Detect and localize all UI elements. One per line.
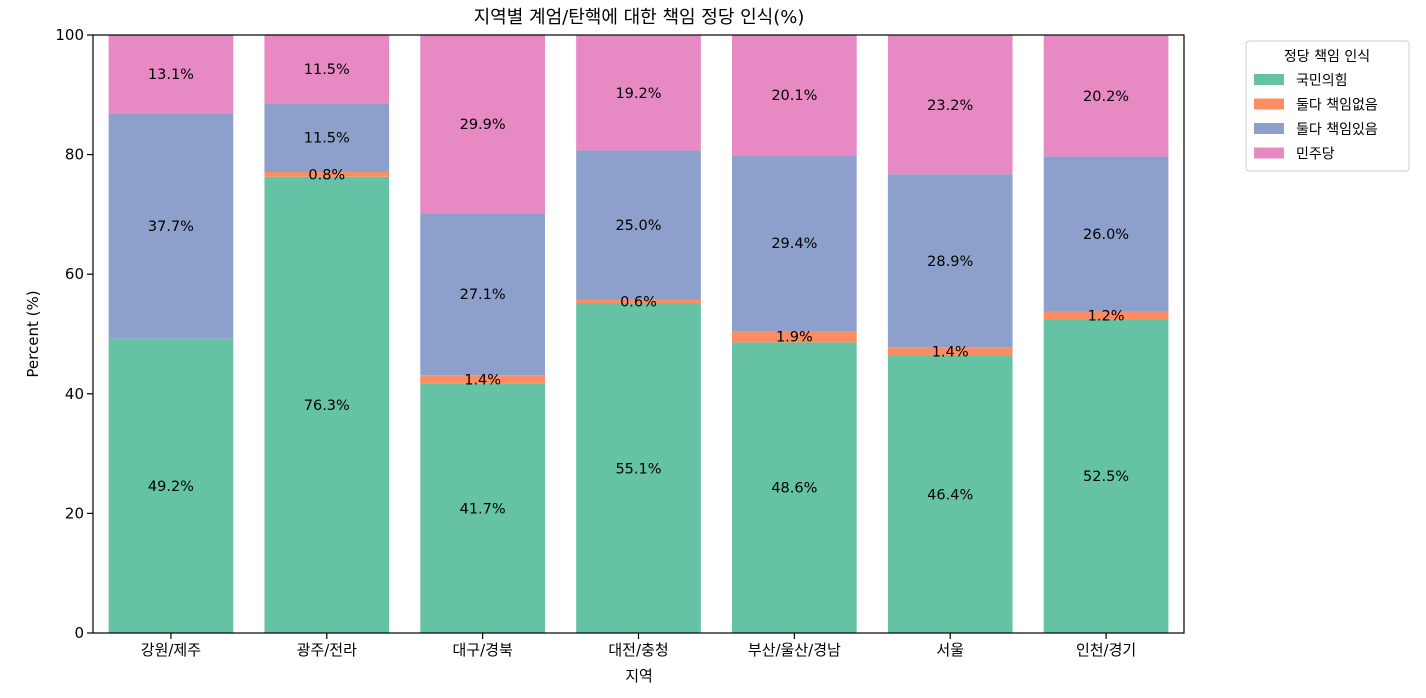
x-tick-label: 광주/전라	[297, 641, 357, 659]
bar-segment-2-2	[420, 213, 545, 376]
y-tick-label: 20	[65, 504, 84, 522]
bar-label-1-6: 1.2%	[1088, 308, 1125, 324]
bar-segment-2-0	[108, 113, 234, 339]
bar-segment-0-2	[420, 383, 545, 633]
x-axis: 강원/제주 광주/전라 대구/경북 대전/충청 부산/울산/경남 서울 인천/경기	[141, 633, 1136, 659]
bar-segment-1-6	[1043, 311, 1169, 320]
bar-label-2-1: 11.5%	[304, 131, 350, 147]
bar-label-2-3: 25.0%	[615, 218, 661, 234]
y-tick-label: 60	[65, 265, 84, 283]
x-tick-label: 서울	[936, 641, 964, 659]
bar-labels-layer: 49.2% 76.3% 41.7% 55.1% 48.6% 46.4% 52.5% 0.8% 1…	[148, 62, 1129, 518]
bar-segment-0-3	[576, 303, 701, 633]
bar-label-0-0: 49.2%	[148, 479, 194, 495]
y-tick-label: 100	[55, 26, 84, 44]
bar-label-2-4: 29.4%	[771, 236, 817, 252]
bar-label-0-2: 41.7%	[460, 501, 506, 517]
legend-label-0: 국민의힘	[1296, 73, 1348, 89]
bar-label-0-4: 48.6%	[771, 481, 817, 497]
bar-segment-2-4	[732, 155, 857, 332]
bar-segment-3-3	[576, 35, 701, 151]
bar-segment-0-5	[887, 355, 1013, 633]
x-tick-label: 대전/충청	[608, 641, 668, 659]
chart-title: 지역별 계엄/탄핵에 대한 책임 정당 인식(%)	[474, 7, 805, 28]
bar-segment-3-2	[420, 34, 545, 214]
bar-segment-0-4	[732, 342, 857, 633]
bar-segment-1-2	[420, 375, 545, 384]
bar-label-3-0: 13.1%	[148, 67, 194, 83]
bar-segment-2-1	[264, 103, 390, 172]
bar-label-0-1: 76.3%	[304, 398, 350, 414]
bar-segment-1-1	[264, 171, 390, 177]
legend-swatch-0	[1254, 74, 1284, 85]
y-tick-label: 40	[65, 385, 84, 403]
bar-label-0-6: 52.5%	[1083, 469, 1129, 485]
bar-label-1-4: 1.9%	[776, 330, 813, 346]
bar-label-2-2: 27.1%	[460, 287, 506, 303]
y-axis-label: Percent (%)	[24, 290, 42, 377]
bar-label-3-2: 29.9%	[460, 117, 506, 133]
bar-segment-0-6	[1043, 319, 1169, 633]
legend-label-2: 둘다 책임있음	[1296, 122, 1378, 138]
bar-label-2-0: 37.7%	[148, 219, 194, 235]
bar-label-3-1: 11.5%	[304, 62, 350, 78]
bar-label-3-5: 23.2%	[927, 98, 973, 114]
x-axis-label: 지역	[625, 667, 653, 685]
legend-swatch-2	[1254, 123, 1284, 134]
x-tick-label: 인천/경기	[1076, 641, 1136, 659]
bar-segment-2-6	[1043, 156, 1169, 312]
bar-segment-3-0	[108, 35, 234, 114]
bar-label-3-3: 19.2%	[615, 86, 661, 102]
legend-frame	[1245, 40, 1410, 172]
bar-label-3-6: 20.2%	[1083, 89, 1129, 105]
bar-segment-2-3	[576, 150, 701, 300]
bar-segment-3-1	[264, 34, 390, 104]
bar-label-2-5: 28.9%	[927, 254, 973, 270]
bar-label-1-3: 0.6%	[620, 295, 657, 311]
legend-title: 정당 책임 인식	[1284, 49, 1370, 65]
x-tick-label: 강원/제주	[141, 641, 201, 659]
bar-segment-1-4	[732, 331, 857, 343]
legend-swatch-3	[1254, 147, 1284, 159]
bar-segment-0-1	[264, 176, 390, 634]
bar-label-1-1: 0.8%	[308, 167, 345, 183]
legend-label-1: 둘다 책임없음	[1296, 98, 1378, 114]
bar-label-0-3: 55.1%	[615, 461, 661, 477]
bar-segment-3-5	[887, 35, 1013, 175]
y-tick-label: 0	[74, 624, 84, 642]
bar-segment-1-5	[887, 347, 1013, 356]
bar-label-3-4: 20.1%	[771, 88, 817, 104]
bar-segment-3-4	[732, 35, 857, 156]
bar-segment-1-3	[576, 299, 701, 304]
y-tick-label: 80	[65, 146, 84, 164]
y-axis: 0 20 40 60 80 100	[55, 26, 93, 642]
legend-swatch-1	[1254, 98, 1284, 110]
bar-segment-0-0	[108, 338, 234, 633]
bar-segment-3-6	[1043, 35, 1169, 157]
x-tick-label: 부산/울산/경남	[748, 641, 841, 659]
bar-label-2-6: 26.0%	[1083, 227, 1129, 243]
bar-label-0-5: 46.4%	[927, 487, 973, 503]
bar-segment-2-5	[887, 174, 1013, 348]
legend-label-3: 민주당	[1296, 147, 1335, 163]
x-tick-label: 대구/경북	[453, 641, 513, 659]
bar-label-1-2: 1.4%	[464, 372, 501, 388]
bars-layer	[108, 34, 1169, 634]
bar-label-1-5: 1.4%	[932, 344, 969, 360]
